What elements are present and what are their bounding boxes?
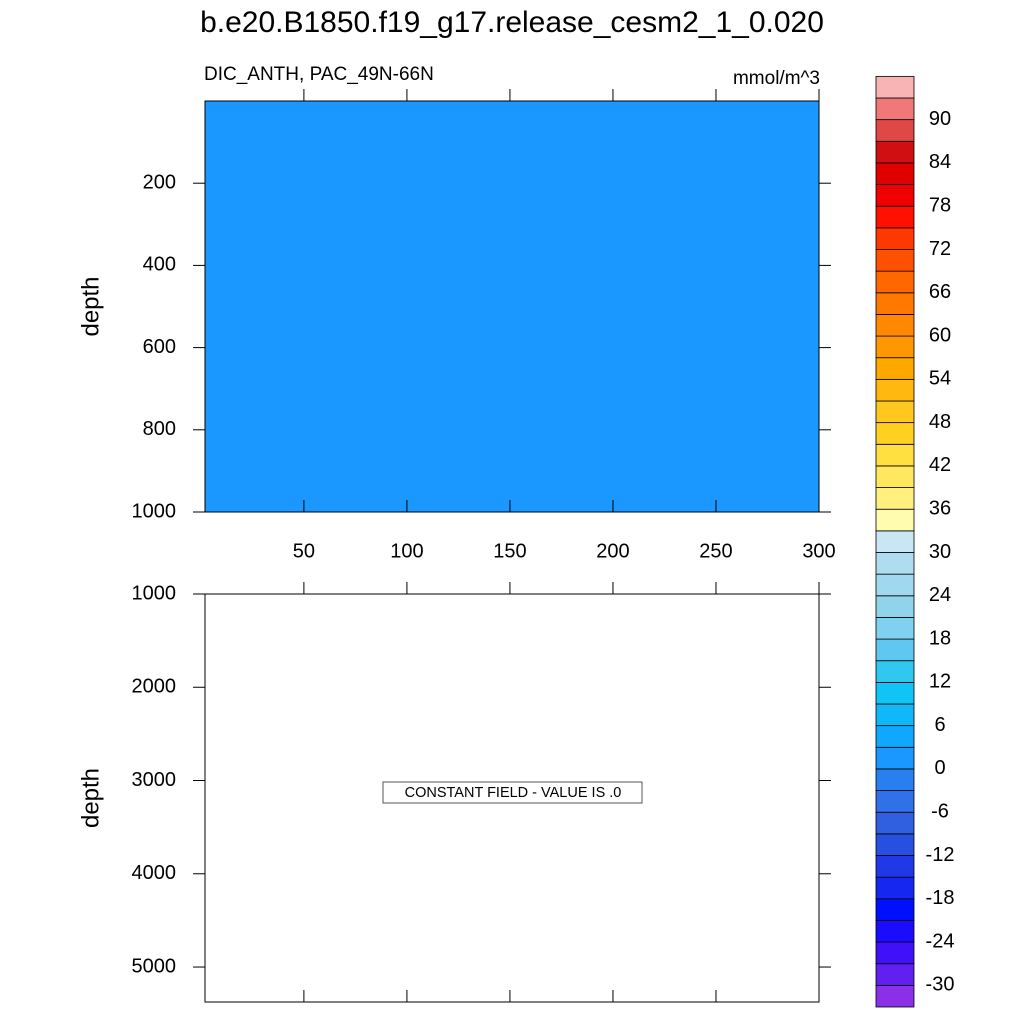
subtitle-right: mmol/m^3 xyxy=(733,68,820,89)
colorbar-box xyxy=(875,941,915,965)
y-axis-label: depth xyxy=(77,276,104,336)
colorbar-box xyxy=(875,270,915,294)
colorbar-box xyxy=(875,898,915,921)
colorbar-label: 12 xyxy=(929,671,951,693)
colorbar-label: -30 xyxy=(926,974,955,996)
colorbar-box xyxy=(875,725,915,748)
colorbar-box xyxy=(875,573,915,597)
colorbar-box xyxy=(875,249,915,272)
x-tick-label: 100 xyxy=(390,540,423,562)
colorbar-label: 42 xyxy=(929,454,951,476)
x-tick-label: 200 xyxy=(596,540,629,562)
plot-frame xyxy=(204,100,820,513)
x-tick-label: 250 xyxy=(699,540,732,562)
y-tick-label: 1000 xyxy=(132,500,177,522)
colorbar-box xyxy=(875,617,915,640)
colorbar-box xyxy=(875,876,915,900)
contour-fill xyxy=(205,101,819,512)
colorbar-box xyxy=(875,400,915,424)
colorbar-label: -12 xyxy=(926,844,955,866)
colorbar-box xyxy=(875,530,915,553)
subtitle-left: DIC_ANTH, PAC_49N-66N xyxy=(204,64,434,85)
colorbar-box xyxy=(875,357,915,380)
y-tick-label: 400 xyxy=(143,254,176,276)
colorbar-label: 54 xyxy=(929,368,951,390)
y-tick-label: 4000 xyxy=(132,862,177,884)
x-tick-label: 300 xyxy=(802,540,835,562)
colorbar-box xyxy=(875,790,915,813)
y-tick-label: 5000 xyxy=(132,955,177,977)
colorbar-label: 30 xyxy=(929,541,951,563)
y-tick-label: 600 xyxy=(143,336,176,358)
colorbar-box xyxy=(875,811,915,835)
colorbar-label: 36 xyxy=(929,497,951,519)
colorbar-box xyxy=(875,292,915,315)
colorbar-box xyxy=(875,920,915,943)
y-axis-label: depth xyxy=(77,768,104,828)
colorbar-box xyxy=(875,443,915,467)
y-tick-label: 1000 xyxy=(132,582,177,604)
colorbar-label: 84 xyxy=(929,151,951,173)
colorbar-label: 0 xyxy=(934,757,945,779)
x-tick-label: 150 xyxy=(493,540,526,562)
colorbar-label: 60 xyxy=(929,324,951,346)
colorbar-label: 18 xyxy=(929,627,951,649)
colorbar-box xyxy=(875,162,915,185)
colorbar-label: 48 xyxy=(929,411,951,433)
colorbar-box xyxy=(875,638,915,662)
y-tick-label: 2000 xyxy=(132,676,177,698)
colorbar-box xyxy=(875,75,915,99)
y-tick-label: 200 xyxy=(143,171,176,193)
x-tick-label: 50 xyxy=(293,540,315,562)
colorbar-box xyxy=(875,227,915,250)
colorbar-box xyxy=(875,768,915,791)
annotation: CONSTANT FIELD - VALUE IS .0 xyxy=(405,785,622,801)
colorbar-box xyxy=(875,422,915,445)
colorbar-box xyxy=(875,314,915,337)
colorbar-box xyxy=(875,703,915,727)
colorbar-box xyxy=(875,97,915,121)
colorbar-label: 66 xyxy=(929,281,951,303)
colorbar-box xyxy=(875,855,915,878)
colorbar-box xyxy=(875,184,915,207)
colorbar-box xyxy=(875,205,915,229)
colorbar-box xyxy=(875,595,915,618)
plot-frame xyxy=(204,593,820,1003)
annotation-box xyxy=(382,781,643,804)
colorbar-box xyxy=(875,984,915,1008)
colorbar-box xyxy=(875,378,915,402)
colorbar-box xyxy=(875,119,915,142)
colorbar-box xyxy=(875,140,915,164)
chart-title: b.e20.B1850.f19_g17.release_cesm2_1_0.02… xyxy=(200,6,824,39)
colorbar-box xyxy=(875,963,915,986)
colorbar-box xyxy=(875,465,915,488)
colorbar-box xyxy=(875,487,915,510)
colorbar-label: 90 xyxy=(929,108,951,130)
colorbar-label: 72 xyxy=(929,238,951,260)
y-tick-label: 800 xyxy=(143,418,176,440)
colorbar-label: -24 xyxy=(926,930,955,952)
colorbar-box xyxy=(875,833,915,856)
colorbar-box xyxy=(875,660,915,683)
colorbar-box xyxy=(875,552,915,575)
colorbar-label: 24 xyxy=(929,584,951,606)
colorbar-box xyxy=(875,681,915,705)
colorbar-label: 78 xyxy=(929,194,951,216)
colorbar-box xyxy=(875,746,915,770)
colorbar-box xyxy=(875,335,915,359)
colorbar-label: -6 xyxy=(931,800,949,822)
colorbar-box xyxy=(875,508,915,532)
y-tick-label: 3000 xyxy=(132,769,177,791)
colorbar-label: 6 xyxy=(934,714,945,736)
colorbar-label: -18 xyxy=(926,887,955,909)
